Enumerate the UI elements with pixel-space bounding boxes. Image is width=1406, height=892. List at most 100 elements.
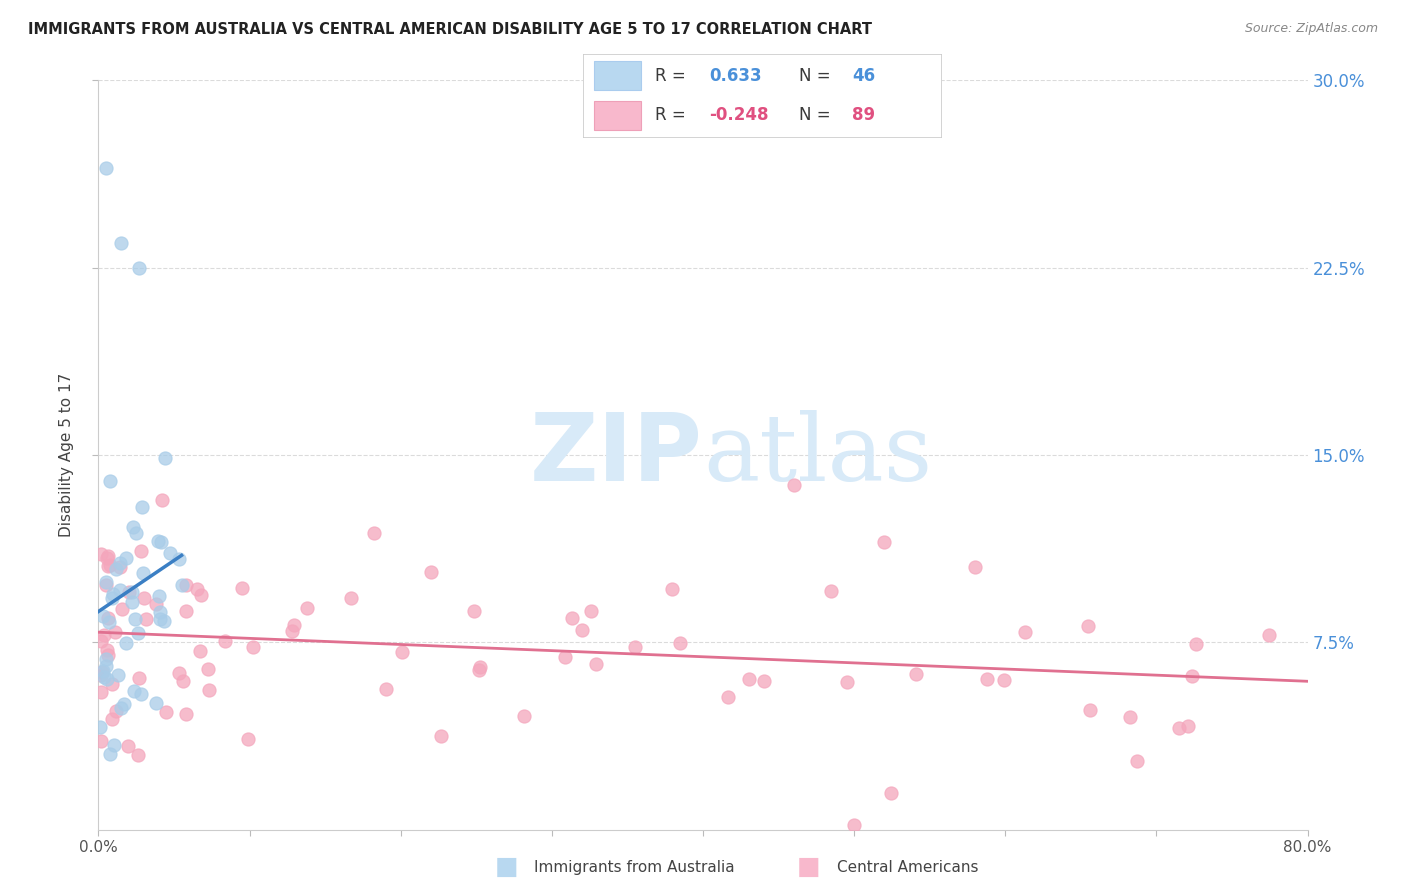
Point [125, 526, 148, 541]
Point [90, 547, 112, 561]
Point [131, 500, 153, 514]
Text: Central Americans: Central Americans [837, 860, 979, 874]
Point [172, 674, 194, 689]
Point [93, 670, 115, 684]
Point [121, 585, 143, 599]
Bar [595, 101, 641, 130]
Point [129, 687, 152, 701]
Point [97, 558, 120, 573]
Text: 0.633: 0.633 [709, 67, 762, 85]
Point [149, 535, 172, 549]
Point [122, 683, 145, 698]
Point [149, 605, 172, 619]
Point [118, 584, 141, 599]
Point [159, 546, 181, 560]
Point [419, 566, 441, 580]
Point [391, 645, 413, 659]
FancyBboxPatch shape [583, 54, 942, 138]
Point [135, 611, 157, 625]
Point [94, 578, 117, 592]
Point [98, 558, 121, 573]
Text: R =: R = [655, 106, 686, 124]
Point [880, 786, 903, 800]
Point [281, 624, 304, 638]
Point [738, 673, 761, 687]
Point [1080, 703, 1102, 717]
Point [835, 675, 858, 690]
Point [90, 733, 112, 747]
Point [214, 634, 236, 648]
Point [186, 582, 208, 597]
Point [110, 235, 132, 250]
Point [117, 739, 139, 753]
Point [554, 650, 576, 665]
Point [96, 550, 118, 565]
Point [174, 707, 197, 722]
Point [108, 560, 131, 574]
Point [127, 748, 149, 763]
Text: R =: R = [655, 67, 686, 85]
Text: Source: ZipAtlas.com: Source: ZipAtlas.com [1244, 22, 1378, 36]
Point [581, 604, 603, 618]
Point [122, 520, 145, 534]
Point [91, 609, 114, 624]
Point [94, 161, 117, 175]
Point [149, 612, 172, 626]
Point [145, 696, 167, 710]
Point [96, 642, 118, 657]
Text: -0.248: -0.248 [709, 106, 769, 124]
Point [198, 683, 221, 698]
Point [155, 705, 177, 719]
Point [754, 673, 776, 688]
Point [231, 581, 253, 595]
Point [242, 640, 264, 654]
Point [101, 676, 124, 690]
Point [1181, 668, 1204, 682]
Point [844, 817, 866, 831]
Point [468, 660, 491, 674]
Point [170, 578, 193, 592]
Point [104, 705, 127, 719]
Point [96, 659, 118, 673]
Point [96, 673, 118, 687]
Point [107, 668, 129, 682]
Point [905, 666, 928, 681]
Point [89, 720, 111, 734]
Point [783, 478, 806, 492]
Text: IMMIGRANTS FROM AUSTRALIA VS CENTRAL AMERICAN DISABILITY AGE 5 TO 17 CORRELATION: IMMIGRANTS FROM AUSTRALIA VS CENTRAL AME… [28, 22, 872, 37]
Point [1258, 628, 1281, 642]
Point [585, 657, 607, 672]
Point [100, 591, 122, 605]
Point [167, 666, 190, 681]
Point [94, 652, 117, 666]
Point [115, 550, 138, 565]
Point [145, 597, 167, 611]
Point [295, 601, 318, 615]
Point [717, 690, 740, 704]
Point [90, 634, 112, 648]
Point [236, 732, 259, 747]
Point [190, 588, 212, 602]
Point [101, 587, 124, 601]
Point [146, 533, 169, 548]
Point [132, 591, 155, 605]
Y-axis label: Disability Age 5 to 17: Disability Age 5 to 17 [59, 373, 75, 537]
Point [114, 636, 136, 650]
Point [155, 451, 177, 466]
Point [375, 681, 398, 696]
Point [1185, 637, 1208, 651]
Point [124, 612, 146, 626]
Point [97, 611, 120, 625]
Point [513, 709, 536, 723]
Point [1167, 722, 1189, 736]
Point [101, 712, 124, 726]
Point [112, 697, 135, 711]
Point [97, 549, 120, 563]
Point [463, 604, 485, 618]
Point [104, 624, 127, 639]
Point [128, 671, 150, 685]
Point [111, 602, 134, 616]
Point [97, 648, 120, 663]
Point [98, 747, 121, 761]
Point [90, 668, 112, 682]
